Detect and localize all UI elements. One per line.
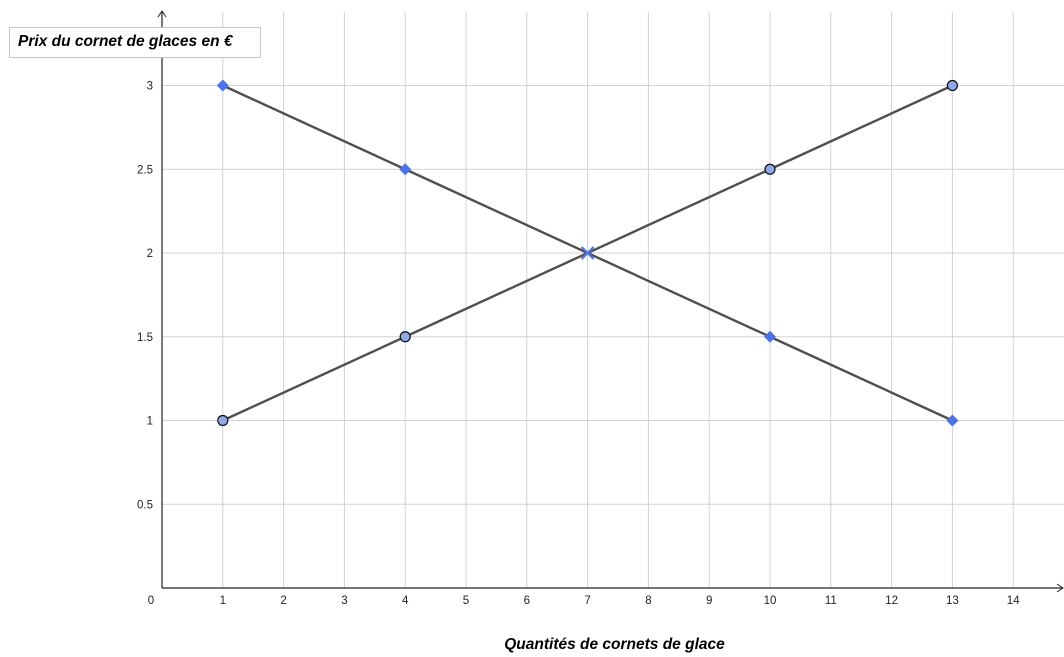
circle-marker-point	[217, 414, 229, 427]
x-axis-arrow-icon	[1056, 583, 1064, 593]
x-tick-label: 4	[402, 595, 409, 607]
x-tick-label: 1	[220, 595, 226, 607]
x-tick-label: 10	[764, 595, 777, 607]
y-tick-label: 3	[147, 81, 153, 93]
circle-marker-point	[764, 163, 776, 175]
x-tick-label: 5	[463, 595, 469, 607]
x-tick-label: 2	[280, 595, 286, 607]
x-tick-label: 13	[946, 595, 959, 607]
diamond-marker-point	[946, 414, 959, 427]
x-axis-label: Quantités de cornets de glace	[504, 636, 725, 653]
y-axis-arrow-icon	[157, 10, 167, 18]
x-tick-label: 12	[885, 595, 898, 607]
y-tick-label: 0.5	[137, 499, 153, 511]
intersection-cross-marker	[580, 246, 595, 260]
x-tick-label: 9	[706, 595, 712, 607]
y-axis-label: Prix du cornet de glaces en €	[9, 27, 261, 58]
y-tick-label: 2.5	[137, 164, 153, 176]
origin-label: 0	[148, 595, 154, 607]
diamond-marker-point	[764, 330, 776, 343]
x-tick-label: 14	[1007, 595, 1020, 607]
circle-marker-point	[946, 79, 959, 92]
x-tick-label: 3	[341, 595, 347, 607]
diamond-marker-point	[216, 79, 229, 92]
diamond-marker-point	[399, 163, 412, 176]
x-tick-label: 6	[524, 595, 530, 607]
y-tick-label: 2	[147, 248, 153, 260]
y-tick-label: 1	[147, 416, 153, 428]
x-tick-label: 8	[645, 595, 651, 607]
circle-marker-point	[399, 331, 411, 343]
y-tick-label: 1.5	[137, 332, 153, 344]
x-tick-label: 11	[825, 595, 837, 607]
x-tick-label: 7	[584, 595, 590, 607]
